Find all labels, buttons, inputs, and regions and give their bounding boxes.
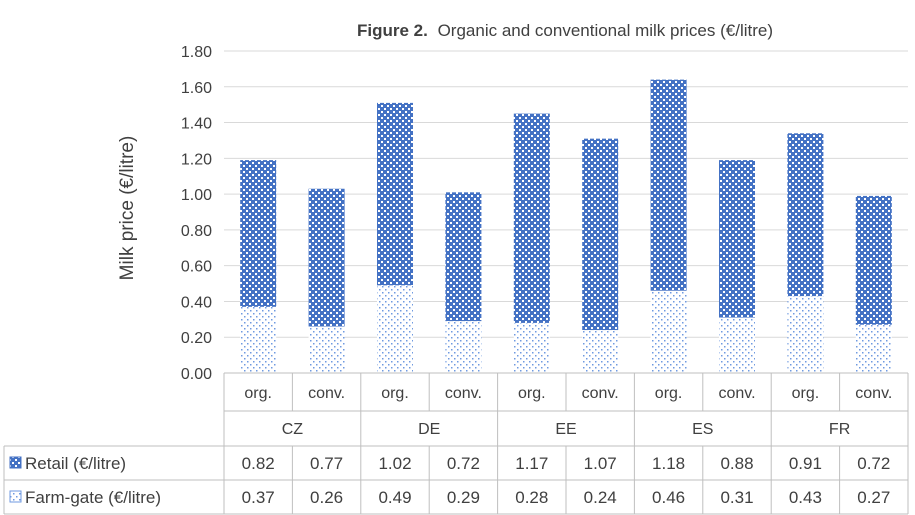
table-cell-farm-gate: 0.24 (584, 488, 617, 507)
table-cell-retail: 1.18 (652, 454, 685, 473)
bar-farm-gate (445, 321, 482, 373)
chart-title-text: Organic and conventional milk prices (€/… (438, 21, 773, 40)
table-cell-farm-gate: 0.29 (447, 488, 480, 507)
table-cell-farm-gate: 0.31 (720, 488, 753, 507)
table-cell-farm-gate: 0.49 (378, 488, 411, 507)
x-group-label: DE (418, 421, 440, 438)
bar-farm-gate (650, 290, 687, 373)
x-tick-label: org. (244, 385, 272, 402)
bar-retail (377, 102, 413, 286)
legend-key-farm-gate (9, 490, 22, 503)
x-tick-label: org. (518, 385, 546, 402)
bar-farm-gate (855, 324, 892, 373)
legend-key-retail (9, 456, 22, 469)
bar-retail (719, 160, 755, 318)
x-tick-label: org. (792, 385, 820, 402)
bar-retail (445, 192, 482, 322)
x-tick-label: conv. (855, 385, 892, 402)
bar-retail (240, 160, 277, 307)
table-cell-retail: 1.02 (378, 454, 411, 473)
chart-title: Figure 2. Organic and conventional milk … (357, 21, 773, 40)
table-cell-retail: 0.77 (310, 454, 343, 473)
y-tick-label: 1.80 (181, 44, 212, 61)
legend-label-farm-gate: Farm-gate (€/litre) (25, 488, 161, 507)
table-cell-farm-gate: 0.43 (789, 488, 822, 507)
x-tick-label: conv. (718, 385, 755, 402)
x-tick-label: conv. (445, 385, 482, 402)
y-tick-label: 0.60 (181, 259, 212, 276)
x-group-label: ES (692, 421, 713, 438)
y-axis-ticks: 0.00 0.20 0.40 0.60 0.80 1.00 1.20 1.40 1.60 1.80 (181, 44, 212, 383)
table-cell-farm-gate: 0.28 (515, 488, 548, 507)
x-tick-label: org. (381, 385, 409, 402)
bar-farm-gate (719, 317, 755, 373)
table-cell-farm-gate: 0.26 (310, 488, 343, 507)
bar-farm-gate (377, 285, 413, 373)
data-table: org. conv. org. conv. org. conv. org. conv. org.… (3, 372, 909, 515)
y-tick-label: 0.00 (181, 366, 212, 383)
table-cell-farm-gate: 0.27 (857, 488, 890, 507)
x-tick-label: org. (655, 385, 683, 402)
table-cell-retail: 0.72 (447, 454, 480, 473)
bar-farm-gate (308, 326, 345, 373)
bar-farm-gate (582, 330, 619, 373)
y-tick-label: 1.60 (181, 80, 212, 97)
y-tick-label: 0.80 (181, 223, 212, 240)
y-tick-label: 1.00 (181, 187, 212, 204)
y-tick-label: 0.40 (181, 294, 212, 311)
x-group-label: CZ (282, 421, 304, 438)
chart-title-prefix: Figure 2. (357, 21, 428, 40)
table-cell-retail: 1.07 (584, 454, 617, 473)
x-group-label: EE (555, 421, 576, 438)
table-cell-retail: 0.72 (857, 454, 890, 473)
bar-retail (308, 188, 345, 327)
y-tick-label: 0.20 (181, 330, 212, 347)
bar-farm-gate (787, 296, 824, 373)
table-cell-retail: 0.88 (720, 454, 753, 473)
bar-retail (513, 113, 550, 323)
x-tick-label: conv. (582, 385, 619, 402)
y-axis-label: Milk price (€/litre) (117, 136, 138, 281)
table-cell-retail: 1.17 (515, 454, 548, 473)
bar-retail (582, 138, 619, 331)
bar-farm-gate (240, 306, 277, 373)
legend-label-retail: Retail (€/litre) (25, 454, 126, 473)
bar-retail (855, 195, 892, 325)
x-tick-label: conv. (308, 385, 345, 402)
table-cell-retail: 0.91 (789, 454, 822, 473)
bar-retail (787, 133, 824, 297)
table-cell-farm-gate: 0.46 (652, 488, 685, 507)
bar-farm-gate (513, 322, 550, 373)
bars (240, 79, 892, 373)
y-tick-label: 1.20 (181, 151, 212, 168)
y-tick-label: 1.40 (181, 116, 212, 133)
table-cell-retail: 0.82 (242, 454, 275, 473)
bar-retail (650, 79, 687, 291)
table-cell-farm-gate: 0.37 (242, 488, 275, 507)
x-group-label: FR (829, 421, 850, 438)
